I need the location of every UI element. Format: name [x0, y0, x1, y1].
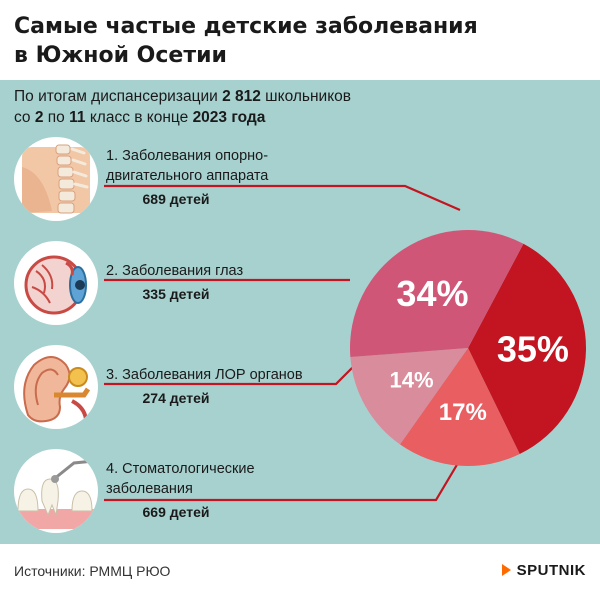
- pie-value-label: 34%: [396, 273, 468, 314]
- pie-chart: 35% 17%14% 34%: [104, 184, 586, 502]
- pie-slice-dental: [350, 230, 524, 358]
- item-label: 3. Заболевания ЛОР органов: [106, 365, 366, 385]
- pie-labels: 35% 17%14% 34%: [390, 273, 569, 426]
- subtitle-text-1: По итогам диспансеризации: [14, 88, 223, 105]
- item-label-line: двигательного аппарата: [106, 168, 269, 184]
- item-count: 689 детей: [142, 191, 210, 207]
- pie-slice-eye: [399, 348, 520, 466]
- item-label-line: 3. Заболевания ЛОР органов: [106, 367, 303, 383]
- page-title: Самые частые детские заболевания в Южной…: [14, 12, 584, 70]
- brand-logo: SPUTNIK: [501, 562, 586, 579]
- pie-slice-ent: [350, 348, 468, 445]
- subtitle-text-4: по: [43, 109, 70, 126]
- item-dental: 4. Стоматологические заболевания 669 дет…: [106, 459, 366, 522]
- item-count: 274 детей: [142, 390, 210, 406]
- subtitle-students-count: 2 812: [222, 88, 261, 105]
- item-count: 335 детей: [142, 286, 210, 302]
- tooth-icon: [14, 449, 98, 533]
- pie-slice-musculoskeletal: [468, 243, 586, 455]
- spine-icon: [14, 137, 98, 221]
- item-ent: 3. Заболевания ЛОР органов 274 детей: [106, 365, 366, 408]
- item-label: 1. Заболевания опорно- двигательного апп…: [106, 146, 366, 186]
- eye-icon: [14, 241, 98, 325]
- item-label-line: 1. Заболевания опорно-: [106, 148, 269, 164]
- subtitle-year: 2023 года: [192, 109, 266, 126]
- item-musculoskeletal: 1. Заболевания опорно- двигательного апп…: [106, 146, 366, 209]
- subtitle-grade-from: 2: [34, 109, 44, 126]
- subtitle-text-2: школьников: [260, 88, 351, 105]
- item-label: 4. Стоматологические заболевания: [106, 459, 366, 499]
- subtitle-grade-to: 11: [69, 109, 86, 126]
- ear-icon: [14, 345, 98, 429]
- brand-name: SPUTNIK: [516, 562, 586, 579]
- subtitle: По итогам диспансеризации 2 812 школьник…: [14, 86, 534, 128]
- leader-line: [104, 361, 359, 386]
- item-label-line: заболевания: [106, 481, 193, 497]
- item-eye: 2. Заболевания глаз 335 детей: [106, 261, 366, 304]
- item-label-line: 2. Заболевания глаз: [106, 263, 244, 279]
- brand-mark-icon: [501, 564, 511, 576]
- content-panel: По итогам диспансеризации 2 812 школьник…: [0, 80, 600, 544]
- pie-value-label: 35%: [497, 329, 569, 370]
- item-label: 2. Заболевания глаз: [106, 261, 366, 281]
- title-line-1: Самые частые детские заболевания: [14, 14, 478, 39]
- pie-value-label: 14%: [390, 368, 434, 393]
- item-count: 669 детей: [142, 504, 210, 520]
- subtitle-text-5: класс в конце: [85, 109, 193, 126]
- item-label-line: 4. Стоматологические: [106, 461, 255, 477]
- title-line-2: в Южной Осетии: [14, 43, 227, 68]
- source-footer: Источники: РММЦ РЮО: [14, 563, 171, 579]
- pie-value-label: 17%: [439, 399, 487, 426]
- pie-slices: [350, 230, 586, 466]
- leader-line: [104, 184, 461, 212]
- subtitle-text-3: со: [14, 109, 35, 126]
